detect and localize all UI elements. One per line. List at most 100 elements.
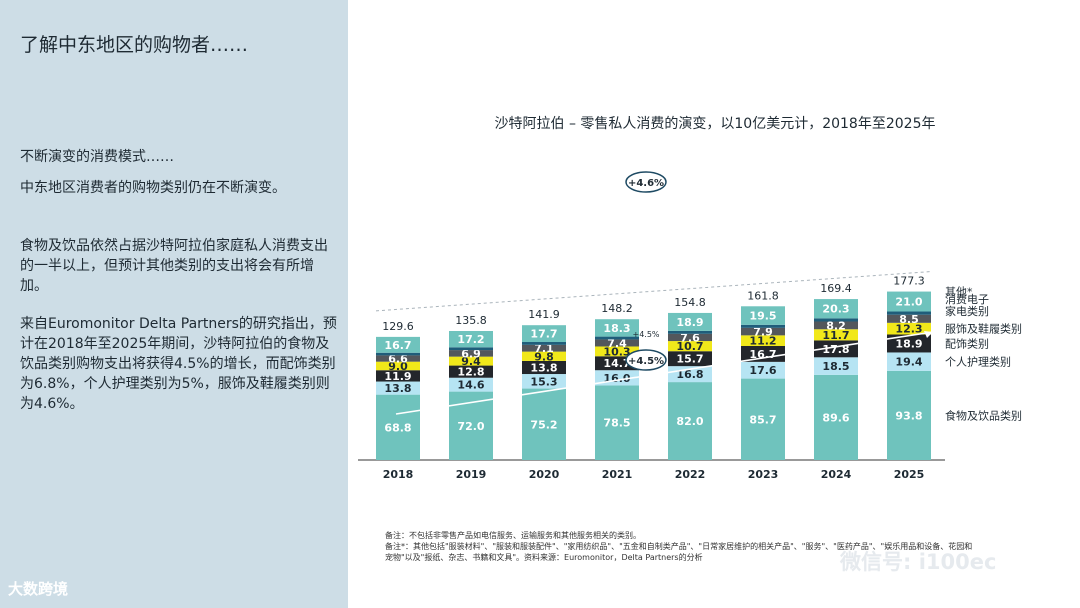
cagr-food-oval-label: +4.5% (628, 356, 664, 367)
bar-segment (814, 299, 858, 319)
bar-segment (449, 356, 493, 366)
legend-item: 食物及饮品类别 (945, 408, 1022, 422)
value-label: 13.8 (384, 382, 411, 395)
category-label: 2022 (675, 468, 706, 481)
chart-title: 沙特阿拉伯 – 零售私人消费的演变，以10亿美元计，2018年至2025年 (494, 116, 936, 132)
bar-segment (376, 394, 420, 460)
bar-segment (376, 355, 420, 362)
legend-item: 配饰类别 (945, 336, 989, 350)
category-label: 2023 (748, 468, 779, 481)
bar-segment (522, 388, 566, 460)
value-label: 89.6 (822, 411, 849, 424)
value-label: 78.5 (603, 417, 630, 430)
bar-segment (595, 385, 639, 460)
stacked-bar-chart: 68.813.811.99.06.616.7129.6201872.014.61… (358, 171, 1022, 481)
total-label: 177.3 (893, 275, 925, 288)
value-label: 13.8 (530, 361, 557, 374)
legend-item: 消费电子 (945, 292, 989, 306)
bar-segment (668, 341, 712, 352)
bar-segment (522, 325, 566, 343)
value-label: 9.8 (534, 350, 554, 363)
total-label: 141.9 (528, 308, 560, 321)
value-label: 72.0 (457, 420, 484, 433)
value-label: 14.7 (603, 357, 630, 370)
bar-segment (814, 374, 858, 460)
cagr-total-oval-label: +4.6% (628, 178, 664, 189)
bar-segment (741, 361, 785, 379)
bar-segment (522, 360, 566, 375)
paragraph-1: 中东地区消费者的购物类别仍在不断演变。 (20, 180, 286, 196)
category-label: 2021 (602, 468, 633, 481)
bar-segment (522, 374, 566, 389)
bar-segment (522, 351, 566, 361)
value-label: 10.3 (603, 345, 630, 358)
value-label: 19.5 (749, 310, 776, 323)
value-label: 19.4 (895, 356, 922, 369)
value-label: 20.3 (822, 303, 849, 316)
value-label: 8.5 (899, 313, 919, 326)
value-label: 17.2 (457, 333, 484, 346)
bar-segment (741, 327, 785, 336)
bar-segment (449, 365, 493, 378)
bar-segment (668, 382, 712, 460)
arrow-head (924, 331, 933, 338)
bar-segment (887, 352, 931, 371)
bar-segment (741, 324, 785, 328)
bar-segment (376, 370, 420, 382)
value-label: 8.2 (826, 319, 846, 332)
value-label: 12.3 (895, 323, 922, 336)
value-label: 12.8 (457, 366, 484, 379)
bar-segment (595, 339, 639, 347)
value-label: 9.0 (388, 360, 408, 373)
cagr-small-label: +4.5% (632, 330, 659, 339)
bar-segment (814, 321, 858, 330)
value-label: 7.1 (534, 342, 554, 355)
total-label: 135.8 (455, 314, 487, 327)
bar-segment (522, 344, 566, 352)
bar-segment (887, 334, 931, 353)
bar-segment (595, 336, 639, 340)
bar-segment (449, 347, 493, 351)
brand-logo: 大数跨境 (8, 580, 69, 598)
value-label: 16.7 (384, 339, 411, 352)
legend-item: 其他* (945, 286, 973, 299)
value-label: 18.9 (676, 316, 703, 329)
bar-segment (449, 350, 493, 357)
bar-segment (376, 352, 420, 356)
legend-item: 家电类别 (945, 304, 989, 318)
category-label: 2025 (894, 468, 925, 481)
value-label: 85.7 (749, 413, 776, 426)
bar-segment (376, 361, 420, 371)
legend-item: 个人护理类别 (945, 355, 1011, 369)
paragraph-3: 来自Euromonitor Delta Partners的研究指出，预计在201… (20, 316, 337, 412)
category-label: 2020 (529, 468, 560, 481)
paragraph-2: 食物及饮品依然占据沙特阿拉伯家庭私人消费支出的一半以上，但预计其他类别的支出将会… (20, 238, 328, 294)
value-label: 7.6 (680, 331, 700, 344)
value-label: 16.8 (676, 368, 703, 381)
watermark: 微信号: i100ec (840, 550, 997, 574)
value-label: 7.4 (607, 337, 627, 350)
bar-segment (887, 370, 931, 460)
bar-segment (741, 335, 785, 346)
value-label: 18.5 (822, 360, 849, 373)
total-label: 129.6 (382, 320, 414, 333)
section-subhead: 不断演变的消费模式…… (20, 149, 174, 165)
value-label: 21.0 (895, 296, 922, 309)
total-trend-line (375, 271, 932, 312)
category-label: 2019 (456, 468, 487, 481)
bar-segment (814, 357, 858, 375)
value-label: 18.3 (603, 322, 630, 335)
value-label: 82.0 (676, 415, 703, 428)
cagr-total-oval (625, 171, 667, 193)
value-label: 11.9 (384, 370, 411, 383)
footnote-2: 备注*：其他包括"服装材料"、"服装和服装配件"、"家用纺织品"、"五金和自制类… (385, 542, 973, 551)
bar-segment (668, 333, 712, 342)
bar-segment (376, 336, 420, 353)
bar-segment (522, 342, 566, 345)
total-label: 148.2 (601, 302, 633, 315)
value-label: 68.8 (384, 421, 411, 434)
bar-segment (376, 381, 420, 395)
category-label: 2024 (821, 468, 852, 481)
bar-segment (887, 291, 931, 312)
value-label: 15.7 (676, 353, 703, 366)
